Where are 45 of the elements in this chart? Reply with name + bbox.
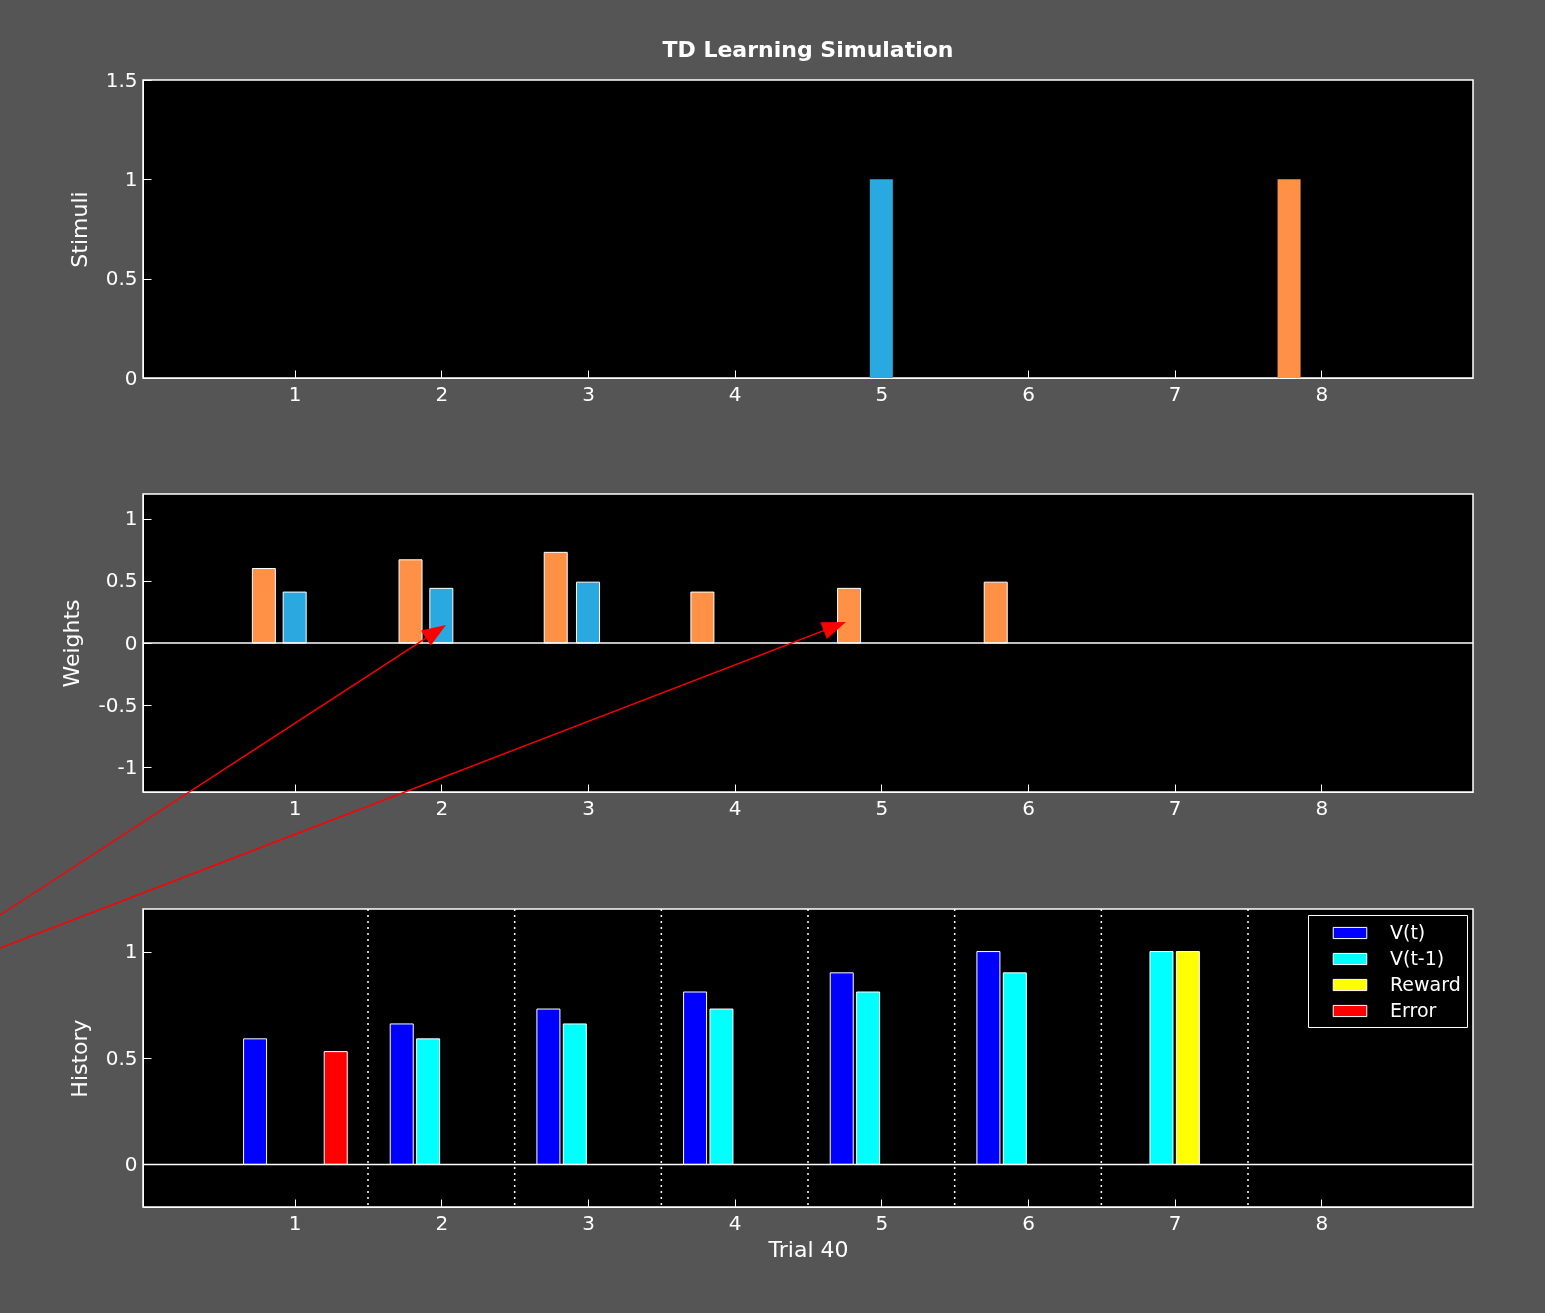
legend-label: V(t-1) <box>1390 947 1445 969</box>
x-tick-label: 1 <box>288 381 302 406</box>
y-tick-label: 1 <box>124 166 138 191</box>
x-tick-label: 4 <box>728 1210 742 1235</box>
y-axis-title: Weights <box>59 599 85 688</box>
x-tick-label: 1 <box>288 795 302 820</box>
x-tick-label: 7 <box>1168 795 1182 820</box>
x-tick-label: 3 <box>582 381 595 406</box>
chart-title: TD Learning Simulation <box>662 37 954 62</box>
x-tick-label: 6 <box>1022 795 1035 820</box>
x-tick-label: 3 <box>582 795 595 820</box>
legend-label: Error <box>1390 999 1437 1021</box>
x-tick-label: 7 <box>1168 381 1182 406</box>
x-tick-label: 3 <box>582 1210 595 1235</box>
x-tick-label: 2 <box>435 381 449 406</box>
x-tick-label: 2 <box>435 795 449 820</box>
x-tick-label: 4 <box>728 381 742 406</box>
y-tick-label: 0 <box>124 630 138 655</box>
x-tick-label: 7 <box>1168 1210 1182 1235</box>
y-tick-label: 1 <box>124 506 138 531</box>
y-tick-label: 0 <box>124 365 138 390</box>
y-axis-title: History <box>66 1019 92 1098</box>
x-tick-label: 8 <box>1315 381 1329 406</box>
y-tick-label: 0.5 <box>105 266 138 291</box>
y-tick-label: 0.5 <box>105 568 138 593</box>
y-tick-label: 0 <box>124 1151 138 1176</box>
y-tick-label: 1.5 <box>105 67 138 92</box>
x-axis-title: Trial 40 <box>767 1236 849 1262</box>
x-tick-label: 8 <box>1315 795 1329 820</box>
x-tick-label: 4 <box>728 795 742 820</box>
x-tick-label: 6 <box>1022 381 1035 406</box>
legend-label: V(t) <box>1390 921 1426 943</box>
x-tick-label: 5 <box>875 1210 889 1235</box>
y-axis-title: Stimuli <box>66 191 92 268</box>
x-tick-label: 6 <box>1022 1210 1035 1235</box>
x-tick-label: 1 <box>288 1210 302 1235</box>
y-tick-label: 1 <box>124 939 138 964</box>
x-tick-label: 8 <box>1315 1210 1329 1235</box>
x-tick-label: 2 <box>435 1210 449 1235</box>
x-tick-label: 5 <box>875 381 889 406</box>
y-tick-label: -1 <box>117 754 138 779</box>
x-tick-label: 5 <box>875 795 889 820</box>
y-tick-label: 0.5 <box>105 1045 138 1070</box>
legend-label: Reward <box>1390 973 1461 995</box>
y-tick-label: -0.5 <box>98 692 138 717</box>
